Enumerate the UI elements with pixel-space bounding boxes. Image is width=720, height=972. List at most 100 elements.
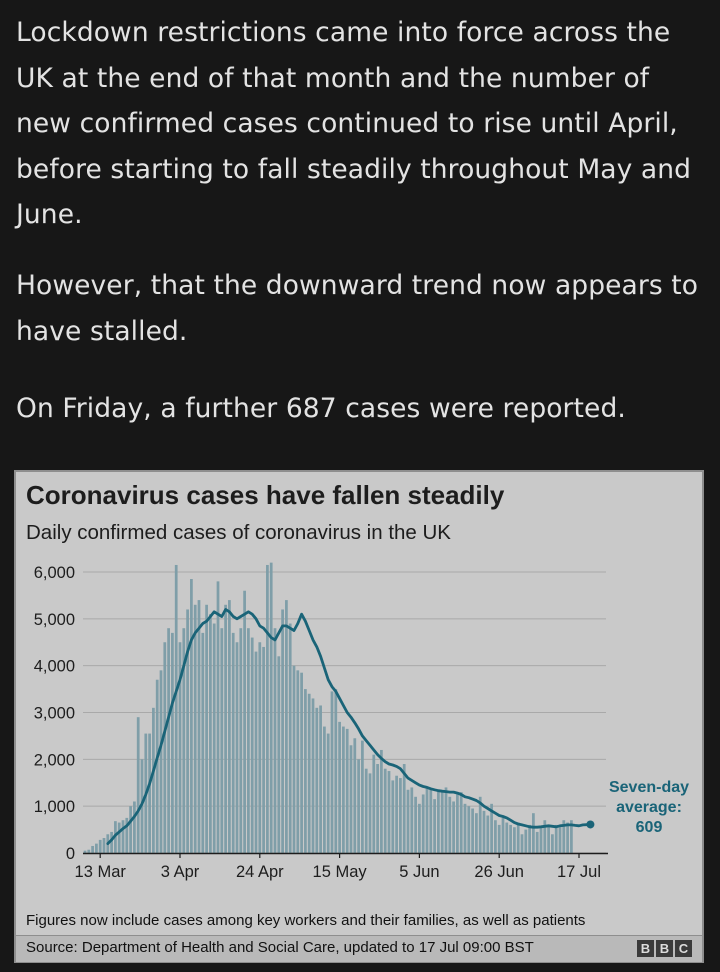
x-tick-label: 13 Mar [75, 863, 127, 881]
bar [304, 689, 307, 853]
bar [456, 794, 459, 853]
article-paragraph: However, that the downward trend now app… [16, 270, 699, 347]
average-endpoint [586, 820, 595, 829]
chart-note: Figures now include cases among key work… [26, 912, 586, 929]
annotation-label: average: [616, 799, 682, 816]
bar [285, 600, 288, 853]
x-tick-label: 24 Apr [236, 863, 284, 881]
bar [353, 738, 357, 853]
y-tick-label: 4,000 [34, 658, 75, 676]
bar [418, 803, 421, 853]
bar [558, 827, 562, 853]
bar [326, 733, 330, 853]
chart-subtitle: Daily confirmed cases of coronavirus in … [26, 521, 451, 544]
y-tick-label: 3,000 [34, 705, 75, 723]
bar [414, 796, 417, 853]
average-line [106, 608, 592, 846]
bar [209, 614, 212, 853]
bar [429, 789, 433, 853]
bar [87, 849, 91, 853]
bar [311, 698, 315, 853]
bar [167, 628, 170, 853]
bar [433, 799, 436, 853]
bar [376, 764, 379, 853]
bar [459, 792, 463, 853]
bar [273, 628, 277, 853]
bar [269, 562, 273, 853]
bar [296, 670, 300, 853]
annotation-label: 609 [636, 819, 663, 836]
bar [570, 820, 573, 853]
bar [171, 632, 174, 853]
bar [212, 623, 216, 853]
bar [391, 780, 395, 853]
bar [163, 642, 167, 853]
bar [250, 637, 254, 853]
bar [551, 834, 554, 853]
bar [399, 778, 402, 853]
bar [231, 632, 235, 853]
y-tick-label: 6,000 [34, 564, 75, 582]
chart-source: Source: Department of Health and Social … [26, 939, 534, 956]
bar [224, 604, 227, 853]
article-paragraph: On Friday, a further 687 cases were repo… [16, 393, 626, 424]
bar [471, 808, 474, 853]
bar [494, 820, 497, 853]
bbc-logo-letter: B [656, 940, 673, 957]
bar [357, 759, 360, 853]
bar [258, 642, 262, 853]
bar [342, 726, 345, 853]
bar [315, 707, 319, 853]
bar [205, 604, 208, 853]
bar [497, 824, 501, 853]
bar [148, 733, 151, 853]
bar [178, 642, 182, 853]
bar [410, 787, 414, 853]
bar [235, 642, 239, 853]
bar [216, 581, 220, 853]
bar [136, 717, 140, 853]
x-tick-label: 15 May [313, 863, 368, 881]
chart-title: Coronavirus cases have fallen steadily [26, 480, 505, 510]
bar [501, 817, 505, 853]
bar [277, 656, 281, 853]
bar [228, 600, 231, 853]
bar [554, 824, 558, 853]
bar [247, 628, 250, 853]
bar [535, 831, 539, 853]
bar [387, 771, 391, 853]
bar [334, 689, 338, 853]
bar [509, 824, 512, 853]
bar [239, 628, 243, 853]
bar [190, 579, 193, 853]
y-tick-label: 1,000 [34, 798, 75, 816]
bar [262, 646, 265, 853]
bar [543, 820, 547, 853]
bar [478, 796, 482, 853]
bar [323, 726, 326, 853]
bar [152, 707, 155, 853]
bar [345, 728, 349, 853]
bar [421, 794, 425, 853]
bar [133, 801, 136, 853]
bar [505, 822, 509, 853]
bar [220, 628, 224, 853]
bar [110, 831, 113, 853]
x-tick-label: 17 Jul [557, 863, 601, 881]
bar [475, 813, 478, 853]
bar [532, 813, 535, 853]
bar [125, 817, 129, 853]
bar [380, 749, 383, 853]
chart-svg: 0 1,000 2,000 3,000 4,000 5,000 6,000 13 Mar 3 A… [34, 562, 689, 881]
bar [349, 745, 353, 853]
bar [547, 824, 550, 853]
bar [330, 691, 334, 853]
article-paragraph: Lockdown restrictions came into force ac… [16, 17, 692, 230]
bar [121, 820, 125, 853]
bar [300, 672, 303, 853]
bar [193, 604, 197, 853]
bar [361, 740, 364, 853]
chart-figure: Coronavirus cases have fallen steadily D… [14, 470, 704, 963]
x-tick-label: 3 Apr [161, 863, 200, 881]
bar [102, 838, 106, 853]
